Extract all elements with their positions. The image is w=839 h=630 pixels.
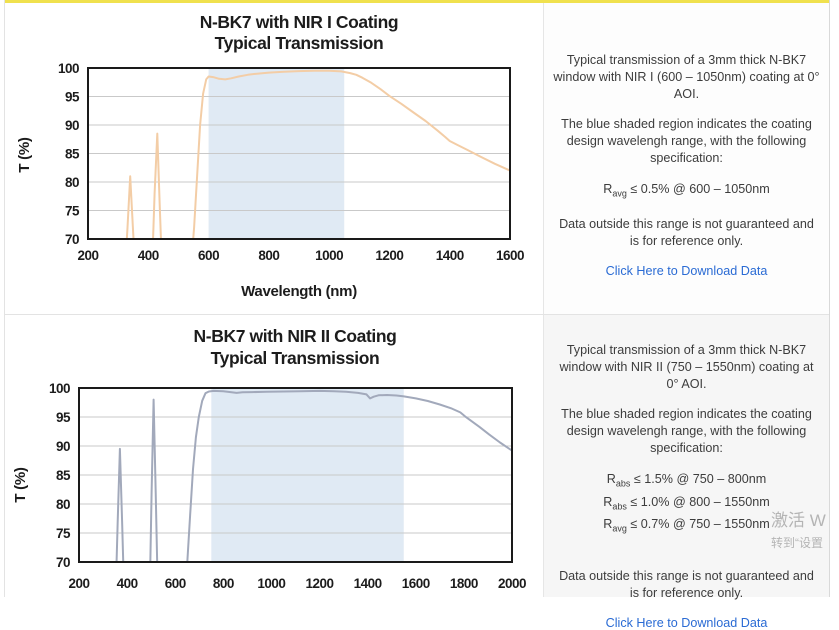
- plot-border: [78, 387, 513, 563]
- chart-description: Typical transmission of a 3mm thick N-BK…: [553, 53, 820, 101]
- x-tick-label: 800: [213, 576, 234, 591]
- disclaimer: Data outside this range is not guarantee…: [559, 568, 814, 600]
- row-divider: [4, 314, 829, 315]
- y-tick-label: 75: [56, 526, 71, 541]
- y-tick-label: 90: [65, 118, 79, 133]
- panel-left-border: [4, 0, 5, 597]
- chart-title-line2: Typical Transmission: [215, 33, 384, 53]
- y-tick-label: 85: [56, 468, 71, 483]
- windows-activation-watermark: 激活 W 转到“设置: [771, 511, 826, 550]
- nir2-info-panel: Typical transmission of a 3mm thick N-BK…: [544, 315, 829, 630]
- x-tick-label: 1600: [496, 248, 524, 263]
- x-tick-label: 1600: [402, 576, 430, 591]
- nir2-transmission-chart: N-BK7 with NIR II Coating Typical Transm…: [12, 326, 527, 591]
- x-tick-label: 200: [68, 576, 89, 591]
- y-tick-label: 80: [65, 175, 79, 190]
- x-tick-label: 1400: [354, 576, 382, 591]
- y-tick-label: 85: [65, 147, 80, 162]
- y-tick-label: 75: [65, 204, 80, 219]
- spec-line: Rabs ≤ 1.5% @ 750 – 800nm: [606, 472, 767, 489]
- column-divider: [543, 3, 544, 314]
- y-tick-label: 95: [56, 410, 71, 425]
- watermark-line1: 激活 W: [771, 511, 826, 530]
- y-axis-label: T (%): [16, 137, 33, 172]
- y-tick-label: 95: [65, 90, 80, 105]
- transmission-curve: [125, 69, 510, 239]
- chart-title-line1: N-BK7 with NIR II Coating: [194, 326, 397, 346]
- x-tick-label: 400: [117, 576, 138, 591]
- x-tick-label: 1200: [375, 248, 403, 263]
- chart-title-line2: Typical Transmission: [211, 348, 380, 368]
- watermark-line2: 转到“设置: [771, 536, 823, 550]
- x-tick-label: 600: [198, 248, 219, 263]
- x-tick-label: 1800: [450, 576, 478, 591]
- nir2-chart-cell: N-BK7 with NIR II Coating Typical Transm…: [5, 315, 543, 597]
- y-tick-label: 100: [49, 381, 70, 396]
- y-tick-label: 100: [58, 61, 79, 76]
- chart-description: Typical transmission of a 3mm thick N-BK…: [559, 343, 814, 391]
- y-axis-label: T (%): [12, 467, 29, 502]
- x-tick-label: 1400: [436, 248, 464, 263]
- nir1-info-panel: Typical transmission of a 3mm thick N-BK…: [544, 3, 829, 314]
- nir1-chart-cell: N-BK7 with NIR I Coating Typical Transmi…: [5, 3, 543, 314]
- x-tick-label: 1200: [306, 576, 334, 591]
- panel-top-accent-bar: [4, 0, 829, 3]
- x-tick-label: 1000: [315, 248, 343, 263]
- x-tick-label: 600: [165, 576, 186, 591]
- y-tick-label: 70: [65, 232, 79, 247]
- x-axis-label: Wavelength (nm): [241, 283, 357, 300]
- y-tick-label: 80: [56, 497, 70, 512]
- x-tick-label: 2000: [498, 576, 526, 591]
- coating-specs: Rabs ≤ 1.5% @ 750 – 800nm Rabs ≤ 1.0% @ 8…: [544, 470, 829, 538]
- x-tick-label: 200: [77, 248, 98, 263]
- download-data-link[interactable]: Click Here to Download Data: [605, 615, 768, 630]
- coating-specs: Ravg ≤ 0.5% @ 600 – 1050nm: [544, 180, 829, 203]
- y-tick-label: 90: [56, 439, 70, 454]
- disclaimer: Data outside this range is not guarantee…: [559, 216, 814, 248]
- download-data-link[interactable]: Click Here to Download Data: [605, 263, 768, 278]
- nir1-transmission-chart: N-BK7 with NIR I Coating Typical Transmi…: [16, 12, 525, 300]
- panel-right-border: [829, 0, 830, 597]
- plot-border: [87, 67, 511, 240]
- column-divider: [543, 315, 544, 597]
- chart-title-line1: N-BK7 with NIR I Coating: [200, 12, 398, 32]
- spec-line: Ravg ≤ 0.7% @ 750 – 1550nm: [603, 517, 770, 534]
- x-tick-label: 1000: [257, 576, 285, 591]
- shaded-region-note: The blue shaded region indicates the coa…: [561, 117, 812, 165]
- x-tick-label: 400: [138, 248, 159, 263]
- spec-line: Ravg ≤ 0.5% @ 600 – 1050nm: [603, 182, 770, 199]
- x-tick-label: 800: [258, 248, 279, 263]
- transmission-curve: [115, 389, 512, 562]
- spec-line: Rabs ≤ 1.0% @ 800 – 1550nm: [603, 494, 770, 512]
- shaded-region-note: The blue shaded region indicates the coa…: [561, 407, 812, 455]
- y-tick-label: 70: [56, 555, 70, 570]
